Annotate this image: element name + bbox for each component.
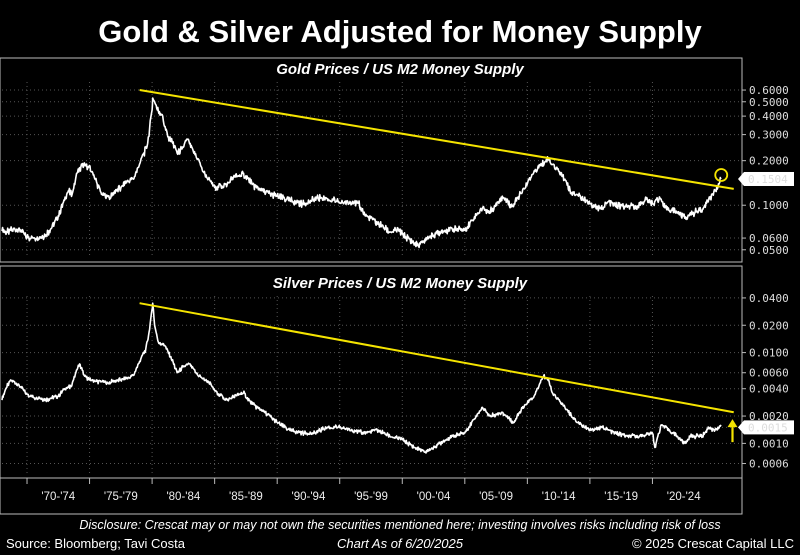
disclosure-text: Disclosure: Crescat may or may not own t…	[79, 518, 720, 532]
source-text: Source: Bloomberg; Tavi Costa	[6, 536, 186, 551]
gold-y-tick-label: 0.4000	[749, 110, 789, 123]
silver-y-tick-label: 0.0006	[749, 458, 789, 471]
silver-gridlines	[2, 296, 740, 474]
copyright-text: © 2025 Crescat Capital LLC	[632, 536, 794, 551]
gold-panel-title: Gold Prices / US M2 Money Supply	[276, 61, 524, 78]
gold-panel: Gold Prices / US M2 Money Supply 0.60000…	[0, 57, 794, 263]
silver-y-tick-label: 0.0020	[749, 410, 789, 423]
gold-badge-pointer	[738, 171, 744, 186]
gold-panel-frame	[0, 57, 743, 263]
gold-y-tick-label: 0.0600	[749, 232, 789, 245]
x-tick-label: '10-'14	[542, 491, 576, 503]
silver-series-line	[1, 302, 722, 454]
gold-y-tick-label: 0.6000	[749, 84, 789, 97]
silver-y-tick-label: 0.0200	[749, 319, 789, 332]
gold-gridlines	[2, 82, 740, 258]
x-tick-label: '15-'19	[604, 491, 638, 503]
silver-panel: Silver Prices / US M2 Money Supply 0.040…	[0, 265, 794, 479]
gold-y-tick-label: 0.2000	[749, 155, 789, 168]
gold-current-value: 0.1504	[748, 173, 788, 186]
gold-trendline	[139, 89, 734, 190]
silver-y-tick-label: 0.0010	[749, 437, 789, 450]
silver-panel-title: Silver Prices / US M2 Money Supply	[273, 275, 528, 292]
silver-y-tick-label: 0.0400	[749, 292, 789, 305]
gold-y-tick-label: 0.1000	[749, 199, 789, 212]
silver-y-tick-label: 0.0060	[749, 367, 789, 380]
x-tick-label: '90-'94	[292, 491, 326, 503]
gold-highlight-circle	[714, 168, 729, 182]
gold-y-tick-label: 0.3000	[749, 129, 789, 142]
silver-y-tick-label: 0.0040	[749, 383, 789, 396]
gold-y-tick-label: 0.5000	[749, 96, 789, 109]
x-tick-label: '85-'89	[229, 491, 263, 503]
silver-current-value: 0.0015	[748, 421, 788, 434]
x-tick-label: '70-'74	[41, 491, 75, 503]
chart-as-of-text: Chart As of 6/20/2025	[337, 536, 464, 551]
silver-y-tick-label: 0.0100	[749, 347, 789, 360]
x-tick-label: '00-'04	[417, 491, 451, 503]
x-axis-frame	[0, 477, 743, 515]
silver-trendline	[139, 302, 734, 414]
silver-current-value-badge: 0.0015	[738, 420, 794, 435]
gold-series-line	[1, 97, 722, 249]
up-arrow-icon	[727, 419, 738, 443]
x-tick-label: '20-'24	[667, 491, 701, 503]
x-tick-label: '75-'79	[104, 491, 138, 503]
x-tick-label: '05-'09	[479, 491, 513, 503]
silver-badge-pointer	[738, 420, 744, 435]
x-tick-label: '95-'99	[354, 491, 388, 503]
main-title: Gold & Silver Adjusted for Money Supply	[98, 14, 702, 49]
gold-y-tick-label: 0.0500	[749, 244, 789, 257]
x-tick-label: '80-'84	[166, 491, 200, 503]
x-axis: '70-'74 '75-'79 '80-'84 '85-'89 '90-'94 '95-'…	[0, 477, 743, 515]
gold-current-value-badge: 0.1504	[738, 171, 794, 186]
